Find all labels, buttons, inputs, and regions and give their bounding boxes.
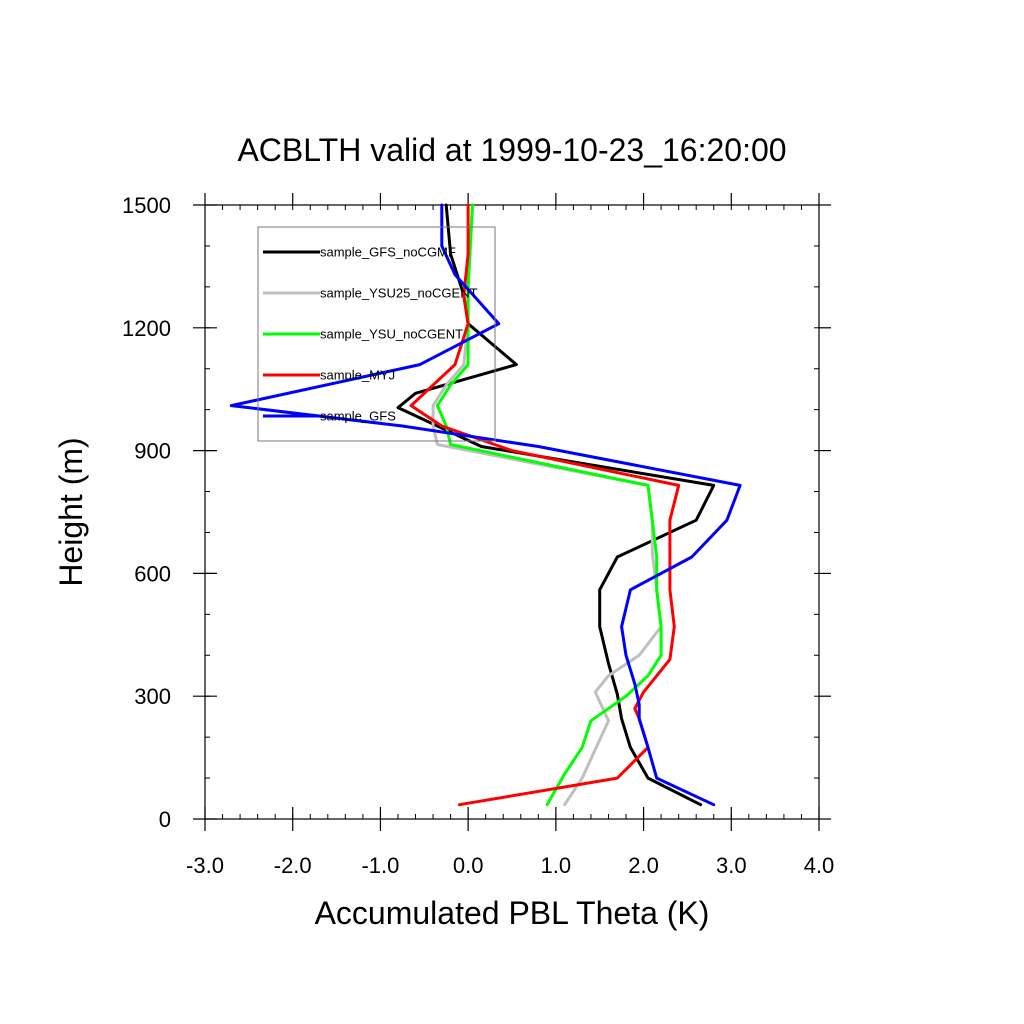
x-tick-label: -2.0 (274, 853, 312, 878)
y-axis-title: Height (m) (53, 437, 89, 586)
legend-label: sample_YSU25_noCGENT (320, 286, 478, 301)
legend-label: sample_YSU_noCGENT (320, 327, 463, 342)
chart-title: ACBLTH valid at 1999-10-23_16:20:00 (237, 132, 786, 168)
y-tick-label: 300 (134, 684, 171, 709)
y-tick-label: 900 (134, 439, 171, 464)
y-tick-label: 0 (159, 807, 171, 832)
x-tick-label: 3.0 (716, 853, 747, 878)
legend-label: sample_MYJ (320, 368, 395, 383)
major-ticks (193, 193, 831, 831)
plot-frame (204, 204, 820, 820)
series-line-sample-ysu-nocgent (435, 203, 663, 807)
x-tick-label: 2.0 (628, 853, 659, 878)
series-line-sample-gfs-nocgmf (396, 203, 716, 807)
legend-box (257, 226, 496, 442)
x-tick-label: 4.0 (804, 853, 835, 878)
x-axis-title: Accumulated PBL Theta (K) (315, 895, 710, 931)
legend-items: sample_GFS_noCGMF sample_YSU25_noCGENTsam… (263, 245, 478, 424)
series-lines (229, 203, 742, 807)
y-tick-label: 600 (134, 561, 171, 586)
legend-label: sample_GFS_noCGMF (320, 245, 456, 260)
x-tick-label: -1.0 (361, 853, 399, 878)
x-tick-label: -3.0 (186, 853, 224, 878)
x-tick-labels: -3.0 -2.0 -1.0 0.0 1.0 2.0 3.0 4.0 (186, 853, 834, 878)
y-tick-label: 1500 (122, 193, 171, 218)
legend-label: sample_GFS (320, 409, 396, 424)
legend: sample_GFS_noCGMF sample_YSU25_noCGENTsam… (257, 226, 496, 442)
y-tick-labels: 0 300 600 900 1200 1500 (122, 193, 171, 832)
x-tick-label: 1.0 (541, 853, 572, 878)
y-tick-label: 1200 (122, 316, 171, 341)
x-tick-label: 0.0 (453, 853, 484, 878)
series-line-sample-gfs (229, 203, 742, 807)
minor-ticks (204, 204, 820, 820)
series-line-sample-ysu25-nocgent (431, 203, 663, 807)
